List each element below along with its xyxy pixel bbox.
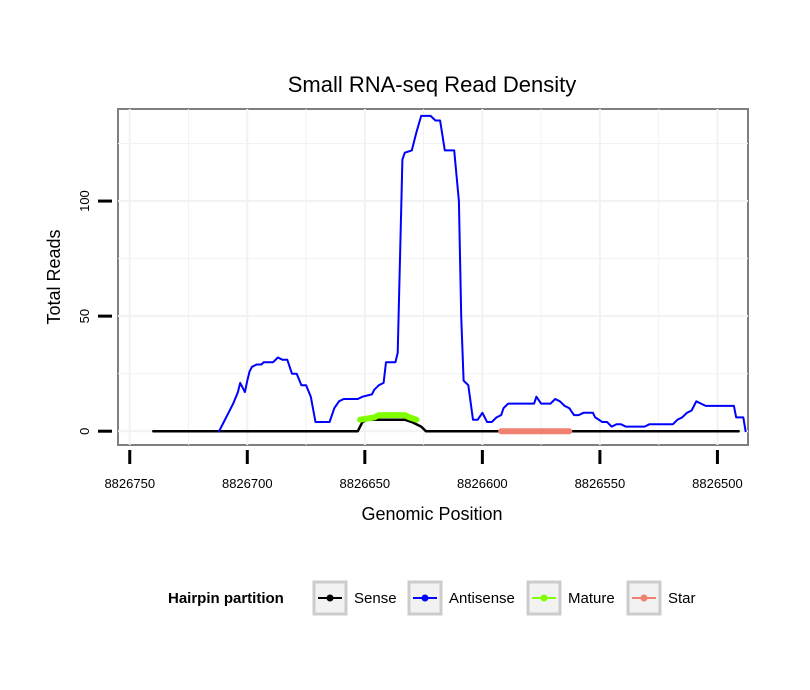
legend-label-sense: Sense	[354, 590, 397, 607]
series-line-mature	[357, 412, 420, 423]
series-layer	[152, 114, 747, 435]
legend-label-mature: Mature	[568, 590, 615, 607]
y-tick-label: 50	[77, 309, 92, 323]
legend-dot-mature	[540, 594, 548, 602]
legend: Hairpin partition Sense Antisense Mature St…	[168, 580, 696, 616]
x-tick-label: 8826550	[575, 476, 626, 491]
series-line-antisense	[218, 114, 747, 433]
y-axis-title: Total Reads	[44, 229, 64, 324]
y-tick-label: 100	[77, 190, 92, 212]
x-tick-label: 8826500	[692, 476, 743, 491]
x-tick-label: 8826700	[222, 476, 273, 491]
y-tick-label: 0	[77, 428, 92, 435]
legend-label-antisense: Antisense	[449, 590, 515, 607]
legend-label-star: Star	[668, 590, 696, 607]
series-line-sense	[152, 418, 740, 433]
legend-dot-star	[640, 594, 648, 602]
legend-dot-antisense	[421, 594, 429, 602]
legend-title: Hairpin partition	[168, 590, 284, 607]
x-tick-label: 8826650	[340, 476, 391, 491]
x-tick-label: 8826750	[104, 476, 155, 491]
x-axis-title: Genomic Position	[361, 504, 502, 524]
plot-panel	[117, 108, 749, 446]
x-tick-label: 8826600	[457, 476, 508, 491]
axes: 8826750 8826700 8826650 8826600 8826550 88265…	[77, 190, 743, 491]
chart-title: Small RNA-seq Read Density	[288, 72, 577, 97]
legend-dot-sense	[326, 594, 334, 602]
